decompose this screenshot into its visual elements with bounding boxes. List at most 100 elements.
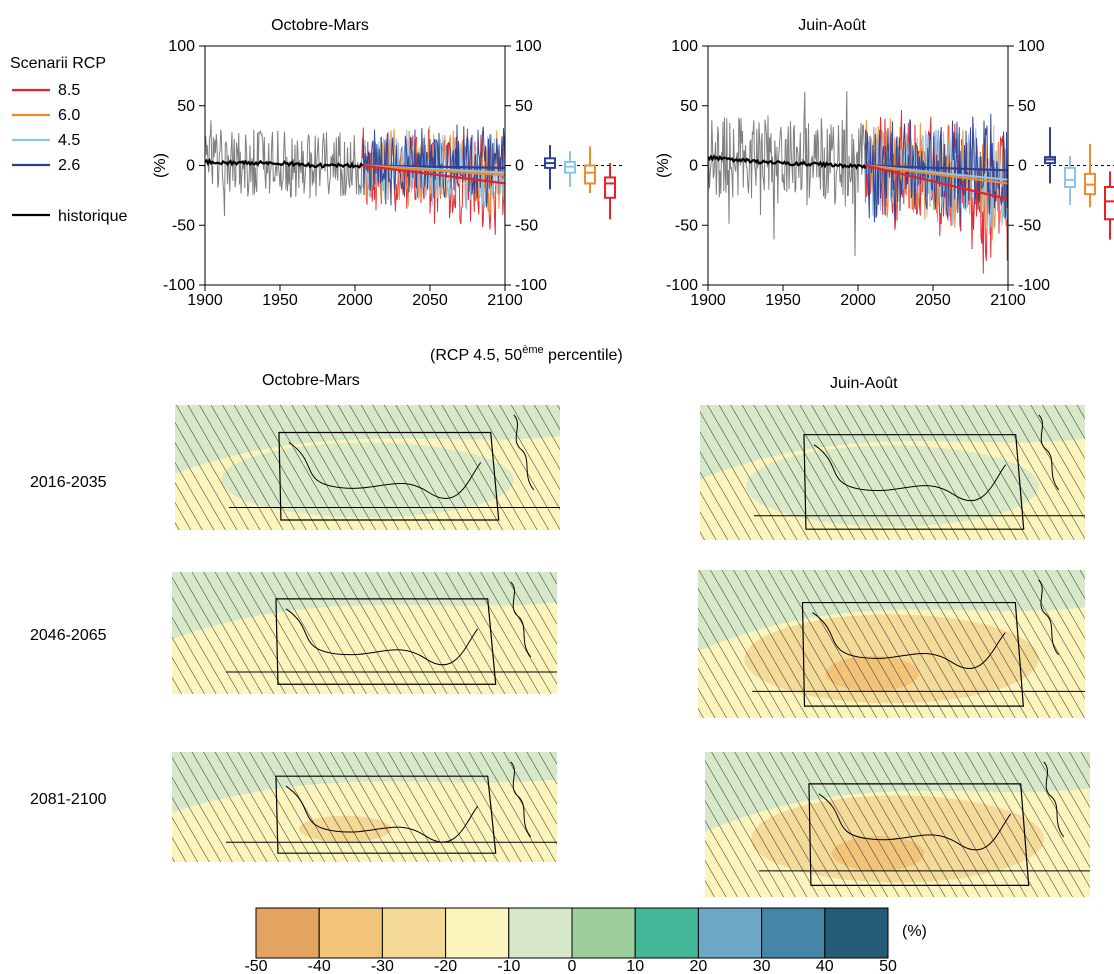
boxplot-8.5 xyxy=(1104,171,1114,240)
boxplot-4.5 xyxy=(1064,155,1076,205)
series-ensemble-2.6 xyxy=(865,113,1008,226)
x-tick-label: 1950 xyxy=(765,292,801,309)
colorbar-swatch xyxy=(697,907,763,959)
colorbar-swatch xyxy=(824,907,889,959)
series-mean-2.6 xyxy=(865,164,1008,172)
map-panel-title: (RCP 4.5, 50ème percentile) xyxy=(430,344,623,364)
y-tick-label: -100 xyxy=(163,277,195,294)
map-column-title-jun-aug: Juin-Août xyxy=(830,375,898,392)
y-tick-label: -50 xyxy=(675,217,698,234)
colorbar-tick-label: -20 xyxy=(434,958,457,974)
right-y-tick-label: 0 xyxy=(1018,158,1027,175)
right-y-tick-label: 100 xyxy=(1018,38,1045,55)
boxplot-2.6 xyxy=(1044,127,1056,184)
chart-title: Octobre-Mars xyxy=(271,17,369,34)
boxplot-4.5 xyxy=(564,151,576,188)
x-tick-label: 2100 xyxy=(487,292,523,309)
x-tick-label: 1900 xyxy=(187,292,223,309)
x-tick-label: 1950 xyxy=(262,292,298,309)
map-row-label: 2016-2035 xyxy=(30,474,107,491)
x-tick-label: 2050 xyxy=(412,292,448,309)
x-tick-label: 2100 xyxy=(990,292,1026,309)
map-2016-2035-oct-mar xyxy=(175,405,560,530)
right-y-tick-label: -50 xyxy=(515,217,538,234)
legend-label-historique: historique xyxy=(58,208,127,225)
colorbar-unit: (%) xyxy=(902,923,927,940)
series-ensemble-4.5 xyxy=(865,125,1008,235)
series-mean-8.5 xyxy=(865,164,1008,201)
colorbar-swatch xyxy=(761,907,826,959)
colorbar-tick-label: 20 xyxy=(690,958,708,974)
boxplot-8.5 xyxy=(604,163,616,220)
colorbar-swatch xyxy=(571,907,636,959)
historique-ensemble xyxy=(205,120,363,217)
map-grid: 2016-2035 2046-2065 2081-2100 xyxy=(30,405,1090,897)
colorbar-swatch xyxy=(381,907,447,959)
y-tick-label: 100 xyxy=(671,38,698,55)
colorbar-tick-label: 30 xyxy=(753,958,771,974)
colorbar-swatch xyxy=(508,907,573,959)
series-mean-8.5 xyxy=(362,164,505,185)
colorbar-swatch xyxy=(318,907,383,959)
x-tick-label: 2050 xyxy=(915,292,951,309)
legend: Scenarii RCP 8.5 6.0 4.5 2.6 historique xyxy=(10,55,127,225)
plot-area xyxy=(708,91,1008,274)
map-column-title-oct-mar: Octobre-Mars xyxy=(262,372,360,389)
colorbar-tick-label: 10 xyxy=(626,958,644,974)
right-y-tick-label: -100 xyxy=(1018,277,1050,294)
legend-label-2.6: 2.6 xyxy=(58,157,80,174)
y-axis-label: (%) xyxy=(152,153,169,178)
series-mean-6.0 xyxy=(865,164,1008,185)
right-y-tick-label: 50 xyxy=(515,98,533,115)
colorbar-tick-label: -50 xyxy=(244,958,267,974)
map-2081-2100-jun-aug xyxy=(705,752,1090,897)
map-row-label: 2081-2100 xyxy=(30,791,107,808)
boxplot-6.0 xyxy=(584,146,596,193)
x-tick-label: 2000 xyxy=(840,292,876,309)
colorbar-tick-label: -10 xyxy=(497,958,520,974)
y-tick-label: -50 xyxy=(172,217,195,234)
series-mean-6.0 xyxy=(362,164,505,177)
right-y-tick-label: 0 xyxy=(515,158,524,175)
legend-label-8.5: 8.5 xyxy=(58,82,80,99)
colorbar-tick-label: 50 xyxy=(879,958,897,974)
y-tick-label: 50 xyxy=(680,98,698,115)
timeseries-chart-oct-mar: Octobre-Mars100500-50-100100500-50-10019… xyxy=(152,17,622,309)
colorbar-tick-label: 0 xyxy=(568,958,577,974)
colorbar-swatch xyxy=(255,907,320,959)
historique-ensemble xyxy=(708,91,866,257)
x-tick-label: 1900 xyxy=(690,292,726,309)
map-2046-2065-oct-mar xyxy=(172,572,557,694)
colorbar-tick-label: -30 xyxy=(371,958,394,974)
right-y-tick-label: 100 xyxy=(515,38,542,55)
map-2081-2100-oct-mar xyxy=(172,752,557,862)
series-ensemble-6.0 xyxy=(865,118,1008,241)
chart-title: Juin-Août xyxy=(798,17,866,34)
y-tick-label: 0 xyxy=(186,158,195,175)
y-tick-label: 0 xyxy=(689,158,698,175)
right-y-tick-label: -50 xyxy=(1018,217,1041,234)
map-2046-2065-jun-aug xyxy=(698,570,1085,718)
boxplot-6.0 xyxy=(1084,143,1096,208)
colorbar: -50 -40 -30 -20 -10 0 10 20 30 40 50 (%) xyxy=(244,907,927,974)
y-tick-label: 50 xyxy=(177,98,195,115)
historique-mean xyxy=(708,154,867,170)
legend-title: Scenarii RCP xyxy=(10,55,106,72)
colorbar-tick-label: 40 xyxy=(816,958,834,974)
series-ensemble-2.6 xyxy=(362,124,505,208)
map-2016-2035-jun-aug xyxy=(700,405,1085,540)
right-y-tick-label: -100 xyxy=(515,277,547,294)
y-tick-label: 100 xyxy=(168,38,195,55)
plot-area xyxy=(205,120,505,235)
historique-mean xyxy=(205,157,364,169)
colorbar-tick-label: -40 xyxy=(308,958,331,974)
boxplot-2.6 xyxy=(544,145,556,190)
map-row-label: 2046-2065 xyxy=(30,627,107,644)
y-tick-label: -100 xyxy=(666,277,698,294)
legend-label-6.0: 6.0 xyxy=(58,107,80,124)
x-tick-label: 2000 xyxy=(337,292,373,309)
colorbar-swatch xyxy=(634,907,699,959)
legend-label-4.5: 4.5 xyxy=(58,132,80,149)
